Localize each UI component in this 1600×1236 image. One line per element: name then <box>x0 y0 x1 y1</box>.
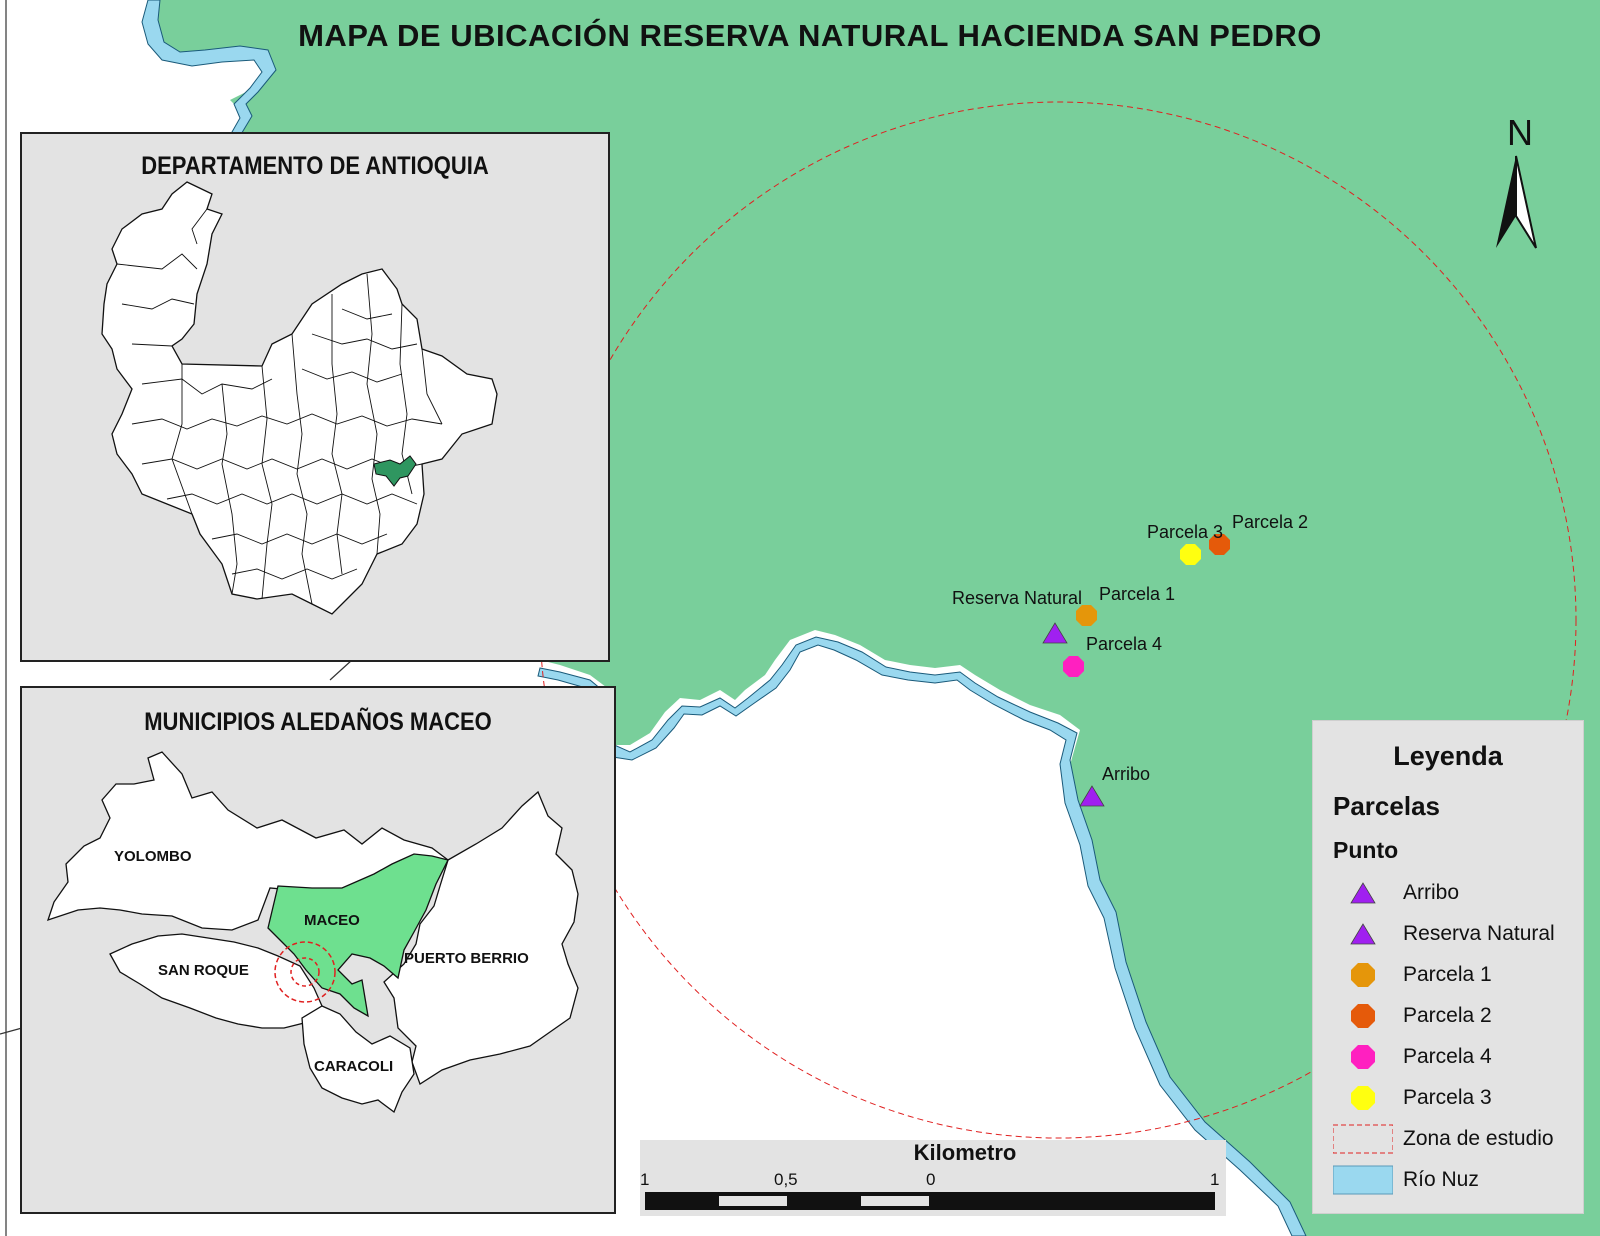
parcela-2-label: Parcela 2 <box>1232 512 1309 532</box>
river-rect-icon <box>1333 1165 1393 1195</box>
north-arrow: N <box>1488 112 1552 252</box>
scale-tick-2: 0,5 <box>774 1170 798 1189</box>
parcela-1-label: Parcela 1 <box>1099 584 1176 604</box>
legend-subgroup: Punto <box>1333 837 1399 863</box>
parcela-3-marker <box>1180 544 1201 565</box>
municipios-map <box>46 751 579 1114</box>
study-zone-inner <box>290 957 320 987</box>
triangle-icon <box>1350 923 1376 945</box>
rio-nuz <box>537 636 1307 1236</box>
legend-label: Arribo <box>1403 881 1460 904</box>
legend-item-parcela-4: Parcela 4 <box>1333 1039 1583 1079</box>
north-letter: N <box>1507 112 1533 153</box>
arribo-label: Arribo <box>1102 764 1151 784</box>
study-zone <box>539 101 1577 1139</box>
study-zone-outer <box>274 941 336 1003</box>
yolombo-label: YOLOMBO <box>114 848 192 865</box>
puerto-berrio-label: PUERTO BERRIO <box>404 950 529 967</box>
reserva-natural-label: Reserva Natural <box>952 588 1083 608</box>
parcela-4-label: Parcela 4 <box>1086 634 1163 654</box>
inset-municipios-title: MUNICIPIOS ALEDAÑOS MACEO <box>144 708 492 736</box>
parcela-4-marker <box>1063 656 1084 677</box>
scale-tick-1: 1 <box>640 1170 650 1189</box>
legend-label: Parcela 1 <box>1403 963 1492 986</box>
municipal-boundaries <box>116 208 443 605</box>
maceo-area <box>267 853 449 1018</box>
legend-item-arribo: Arribo <box>1333 875 1583 915</box>
caracoli-area <box>301 1005 415 1114</box>
octagon-icon <box>1351 963 1375 987</box>
maceo-highlight <box>373 455 417 487</box>
legend-item-parcela-1: Parcela 1 <box>1333 957 1583 997</box>
triangle-icon <box>1350 882 1376 904</box>
boundary-line-3 <box>329 659 353 681</box>
parcela-2-marker <box>1209 534 1230 555</box>
legend-title: Leyenda <box>1393 741 1503 771</box>
legend-item-reserva-natural: Reserva Natural <box>1333 916 1583 956</box>
legend-label: Parcela 3 <box>1403 1086 1492 1109</box>
legend-label: Reserva Natural <box>1403 922 1555 945</box>
legend-label: Río Nuz <box>1403 1168 1479 1191</box>
legend-label: Zona de estudio <box>1403 1127 1554 1150</box>
legend-label: Parcela 4 <box>1403 1045 1492 1068</box>
antioquia-map <box>101 181 498 615</box>
antioquia-outline <box>101 181 498 615</box>
map-title: MAPA DE UBICACIÓN RESERVA NATURAL HACIEN… <box>298 18 1322 53</box>
legend: Leyenda Parcelas Punto Arribo Reserva Na… <box>1312 720 1584 1214</box>
legend-item-parcela-2: Parcela 2 <box>1333 998 1583 1038</box>
north-arrow-icon <box>1496 155 1537 249</box>
legend-group: Parcelas <box>1333 791 1440 821</box>
san-roque-label: SAN ROQUE <box>158 962 249 979</box>
reserva-natural-marker <box>1042 622 1068 644</box>
octagon-icon <box>1351 1086 1375 1110</box>
inset-antioquia: DEPARTAMENTO DE ANTIOQUIA <box>20 132 610 662</box>
legend-item-parcela-3: Parcela 3 <box>1333 1080 1583 1120</box>
legend-item-rio-nuz: Río Nuz <box>1333 1162 1583 1202</box>
caracoli-label: CARACOLI <box>314 1058 394 1075</box>
inset-antioquia-title: DEPARTAMENTO DE ANTIOQUIA <box>141 152 489 180</box>
octagon-icon <box>1351 1004 1375 1028</box>
puerto-berrio-area <box>383 790 579 1085</box>
dashed-rect-icon <box>1333 1124 1393 1154</box>
scale-bar-graphic <box>645 1192 1215 1210</box>
boundary-line-2 <box>0 1027 23 1035</box>
scale-bar: Kilometro 1 0,5 0 1 <box>640 1140 1226 1216</box>
scale-tick-3: 0 <box>926 1170 936 1189</box>
legend-label: Parcela 2 <box>1403 1004 1492 1027</box>
parcela-3-label: Parcela 3 <box>1147 522 1224 542</box>
octagon-icon <box>1351 1045 1375 1069</box>
maceo-label: MACEO <box>304 912 360 929</box>
scale-tick-4: 1 <box>1210 1170 1220 1189</box>
inset-municipios: MUNICIPIOS ALEDAÑOS MACEO YOLOMBO MACEO … <box>20 686 616 1214</box>
scale-title: Kilometro <box>913 1140 1017 1165</box>
parcela-1-marker <box>1076 605 1097 626</box>
arribo-marker <box>1079 785 1105 807</box>
legend-item-zona-estudio: Zona de estudio <box>1333 1121 1583 1161</box>
